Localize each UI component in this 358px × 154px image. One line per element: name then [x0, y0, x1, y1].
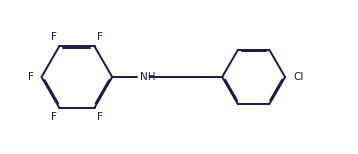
Text: NH: NH — [140, 72, 156, 82]
Text: F: F — [51, 32, 57, 42]
Text: F: F — [97, 112, 103, 122]
Text: F: F — [97, 32, 103, 42]
Text: F: F — [28, 72, 34, 82]
Text: F: F — [51, 112, 57, 122]
Text: Cl: Cl — [293, 72, 303, 82]
